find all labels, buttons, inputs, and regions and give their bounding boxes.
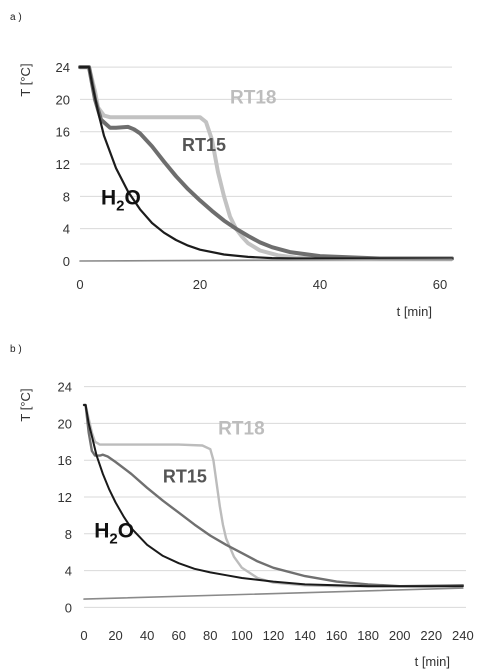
- panel-label: b ): [10, 344, 22, 355]
- y-tick-label: 0: [63, 254, 70, 269]
- baseline-series-line: [79, 258, 453, 262]
- series-rt18-line: [78, 65, 454, 261]
- y-axis-label: T [°C]: [18, 63, 33, 96]
- y-tick-label: 20: [58, 416, 72, 431]
- y-axis-label: T [°C]: [18, 388, 33, 421]
- series-annotation: RT15: [182, 135, 226, 155]
- series-h2o-line: [83, 404, 464, 588]
- y-tick-label: 12: [56, 157, 70, 172]
- x-tick-label: 0: [76, 277, 83, 292]
- y-tick-label: 24: [56, 60, 70, 75]
- baseline-series-line: [83, 587, 464, 600]
- x-tick-label: 60: [433, 277, 447, 292]
- x-tick-label: 160: [326, 628, 348, 643]
- y-tick-label: 24: [58, 380, 72, 395]
- y-tick-label: 12: [58, 490, 72, 505]
- series-h2o-line: [78, 65, 454, 260]
- x-tick-label: 40: [313, 277, 327, 292]
- y-tick-label: 8: [65, 527, 72, 542]
- x-tick-label: 200: [389, 628, 411, 643]
- x-tick-label: 100: [231, 628, 253, 643]
- x-tick-label: 220: [420, 628, 442, 643]
- x-tick-label: 20: [193, 277, 207, 292]
- series-annotation: RT18: [218, 418, 264, 439]
- series-rt15-line: [78, 65, 454, 261]
- x-axis-label: t [min]: [415, 654, 450, 669]
- x-tick-label: 140: [294, 628, 316, 643]
- x-axis-label: t [min]: [397, 304, 432, 319]
- y-tick-label: 16: [56, 125, 70, 140]
- x-tick-label: 240: [452, 628, 474, 643]
- series-rt18-line: [82, 403, 464, 588]
- series-annotation: RT15: [163, 466, 207, 486]
- y-tick-label: 8: [63, 189, 70, 204]
- y-tick-label: 0: [65, 600, 72, 615]
- x-tick-label: 80: [203, 628, 217, 643]
- y-tick-label: 4: [63, 222, 70, 237]
- series-annotation: H2O: [94, 519, 134, 547]
- x-tick-label: 20: [108, 628, 122, 643]
- series-rt15-line: [82, 403, 464, 588]
- panel-label: a ): [10, 12, 22, 23]
- y-tick-label: 4: [65, 564, 72, 579]
- y-tick-label: 16: [58, 453, 72, 468]
- panel-a: a ) 0 4 8 12 16 20 24 0 20 40 60 T [°C] t [min] RT18 RT…: [10, 12, 454, 319]
- x-tick-label: 0: [80, 628, 87, 643]
- y-tick-label: 20: [56, 92, 70, 107]
- x-tick-label: 60: [171, 628, 185, 643]
- x-tick-label: 120: [263, 628, 285, 643]
- series-annotation: H2O: [101, 186, 141, 214]
- series-annotation: RT18: [230, 87, 276, 108]
- x-tick-label: 180: [357, 628, 379, 643]
- x-tick-label: 40: [140, 628, 154, 643]
